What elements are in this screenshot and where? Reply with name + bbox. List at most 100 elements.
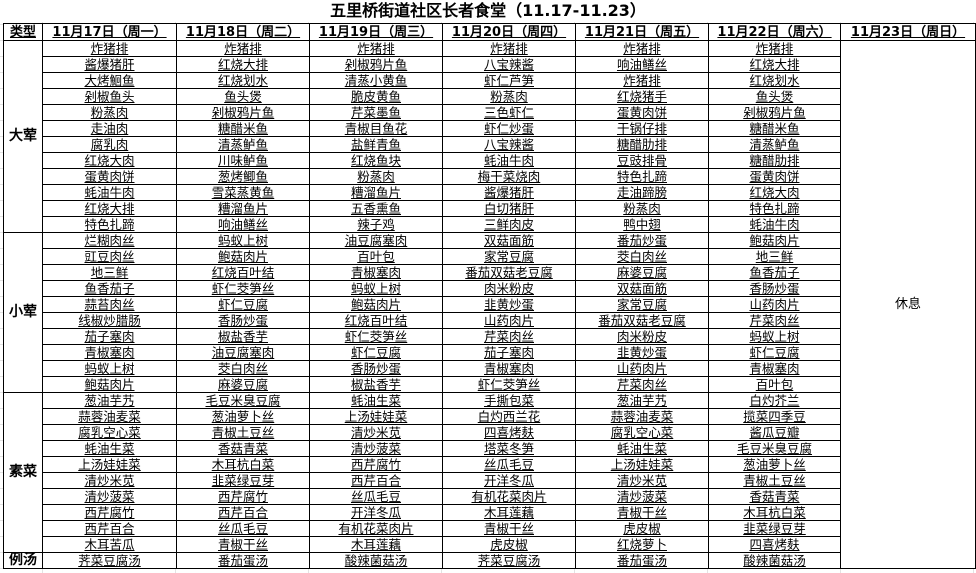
dish-cell[interactable]: 豆豉排骨 [575,152,709,169]
dish-cell[interactable]: 红烧萝卜 [575,536,709,553]
dish-cell[interactable]: 清蒸鲈鱼 [708,136,841,153]
dish-cell[interactable]: 家常豆腐 [575,296,709,313]
dish-cell[interactable]: 有机花菜肉片 [309,520,443,537]
dish-cell[interactable]: 四喜烤麸 [708,536,841,553]
dish-cell[interactable]: 木耳苦瓜 [42,536,177,553]
dish-cell[interactable]: 虾仁茭笋丝 [176,280,310,297]
dish-cell[interactable]: 虾仁豆腐 [176,296,310,313]
dish-cell[interactable]: 蚂蚁上树 [309,280,443,297]
dish-cell[interactable]: 青椒干丝 [176,536,310,553]
dish-cell[interactable]: 山药肉片 [442,312,576,329]
dish-cell[interactable]: 青椒塞肉 [42,344,177,361]
dish-cell[interactable]: 韭菜绿豆芽 [176,472,310,489]
dish-cell[interactable]: 蚝油生菜 [575,440,709,457]
dish-cell[interactable]: 辣子鸡 [309,216,443,233]
dish-cell[interactable]: 鱼香茄子 [42,280,177,297]
dish-cell[interactable]: 粉蒸肉 [309,168,443,185]
dish-cell[interactable]: 青椒干丝 [575,504,709,521]
dish-cell[interactable]: 炸猪排 [575,72,709,89]
dish-cell[interactable]: 响油鳝丝 [176,216,310,233]
dish-cell[interactable]: 虎皮椒 [575,520,709,537]
dish-cell[interactable]: 腐乳肉 [42,136,177,153]
dish-cell[interactable]: 粉蒸肉 [575,200,709,217]
dish-cell[interactable]: 白灼西兰花 [442,408,576,425]
dish-cell[interactable]: 蚂蚁上树 [42,360,177,377]
dish-cell[interactable]: 红烧划水 [708,72,841,89]
dish-cell[interactable]: 腐乳空心菜 [42,424,177,441]
rest-day-cell[interactable]: 休息 [840,40,976,569]
dish-cell[interactable]: 茄子塞肉 [42,328,177,345]
dish-cell[interactable]: 香肠炒蛋 [176,312,310,329]
dish-cell[interactable]: 清蒸鲈鱼 [176,136,310,153]
dish-cell[interactable]: 走油蹄膀 [575,184,709,201]
dish-cell[interactable]: 蚝油牛肉 [442,152,576,169]
dish-cell[interactable]: 丝瓜毛豆 [309,488,443,505]
dish-cell[interactable]: 糟溜鱼片 [309,184,443,201]
dish-cell[interactable]: 韭黄炒蛋 [575,344,709,361]
dish-cell[interactable]: 香肠炒蛋 [708,280,841,297]
dish-cell[interactable]: 清炒菠菜 [309,440,443,457]
dish-cell[interactable]: 蒜苔肉丝 [42,296,177,313]
dish-cell[interactable]: 八宝辣酱 [442,136,576,153]
dish-cell[interactable]: 炸猪排 [708,40,841,57]
dish-cell[interactable]: 荠菜豆腐汤 [442,552,576,569]
dish-cell[interactable]: 糖醋米鱼 [176,120,310,137]
dish-cell[interactable]: 特色扎蹄 [42,216,177,233]
dish-cell[interactable]: 韭菜绿豆芽 [708,520,841,537]
dish-cell[interactable]: 肉米粉皮 [575,328,709,345]
dish-cell[interactable]: 上汤娃娃菜 [42,456,177,473]
dish-cell[interactable]: 酱爆猪肝 [42,56,177,73]
dish-cell[interactable]: 炸猪排 [575,40,709,57]
dish-cell[interactable]: 雪菜蒸黄鱼 [176,184,310,201]
dish-cell[interactable]: 揽菜四季豆 [708,408,841,425]
dish-cell[interactable]: 葱烤鲫鱼 [176,168,310,185]
dish-cell[interactable]: 番茄双菇老豆腐 [575,312,709,329]
dish-cell[interactable]: 炸猪排 [176,40,310,57]
dish-cell[interactable]: 糖醋肋排 [708,152,841,169]
dish-cell[interactable]: 香菇青菜 [708,488,841,505]
dish-cell[interactable]: 番茄双菇老豆腐 [442,264,576,281]
dish-cell[interactable]: 蚝油牛肉 [708,216,841,233]
dish-cell[interactable]: 芹菜墨鱼 [309,104,443,121]
day-header[interactable]: 11月20日（周四） [442,23,576,41]
dish-cell[interactable]: 糖醋米鱼 [708,120,841,137]
dish-cell[interactable]: 清炒菠菜 [42,488,177,505]
dish-cell[interactable]: 鱼香茄子 [708,264,841,281]
dish-cell[interactable]: 山药肉片 [575,360,709,377]
dish-cell[interactable]: 青椒塞肉 [442,360,576,377]
dish-cell[interactable]: 西芹腐竹 [176,488,310,505]
dish-cell[interactable]: 酸辣菌菇汤 [309,552,443,569]
dish-cell[interactable]: 鲍菇肉片 [176,248,310,265]
dish-cell[interactable]: 油豆腐塞肉 [309,232,443,249]
dish-cell[interactable]: 蚝油生菜 [309,392,443,409]
category-cell[interactable]: 大荤 [3,40,43,233]
day-header[interactable]: 11月21日（周五） [575,23,709,41]
dish-cell[interactable]: 剁椒鱼头 [42,88,177,105]
dish-cell[interactable]: 豇豆肉丝 [42,248,177,265]
dish-cell[interactable]: 酸辣菌菇汤 [708,552,841,569]
dish-cell[interactable]: 青椒塞肉 [708,360,841,377]
dish-cell[interactable]: 清炒菠菜 [575,488,709,505]
dish-cell[interactable]: 蚝油生菜 [42,440,177,457]
dish-cell[interactable]: 椒盐香芋 [176,328,310,345]
dish-cell[interactable]: 梅干菜烧肉 [442,168,576,185]
dish-cell[interactable]: 麻婆豆腐 [176,376,310,393]
dish-cell[interactable]: 红烧大肉 [708,184,841,201]
dish-cell[interactable]: 粉蒸肉 [442,88,576,105]
dish-cell[interactable]: 红烧大肉 [42,152,177,169]
dish-cell[interactable]: 炸猪排 [309,40,443,57]
dish-cell[interactable]: 芹菜肉丝 [575,376,709,393]
dish-cell[interactable]: 虾仁茭笋丝 [309,328,443,345]
dish-cell[interactable]: 糖醋肋排 [575,136,709,153]
dish-cell[interactable]: 鸭中翅 [575,216,709,233]
dish-cell[interactable]: 开洋冬瓜 [309,504,443,521]
dish-cell[interactable]: 鲍菇肉片 [708,232,841,249]
dish-cell[interactable]: 西芹腐竹 [42,504,177,521]
dish-cell[interactable]: 蒜蓉油麦菜 [575,408,709,425]
dish-cell[interactable]: 番茄炒蛋 [575,232,709,249]
dish-cell[interactable]: 木耳杭白菜 [176,456,310,473]
dish-cell[interactable]: 丝瓜毛豆 [176,520,310,537]
dish-cell[interactable]: 塔菜冬笋 [442,440,576,457]
dish-cell[interactable]: 葱油萝卜丝 [708,456,841,473]
dish-cell[interactable]: 香菇青菜 [176,440,310,457]
